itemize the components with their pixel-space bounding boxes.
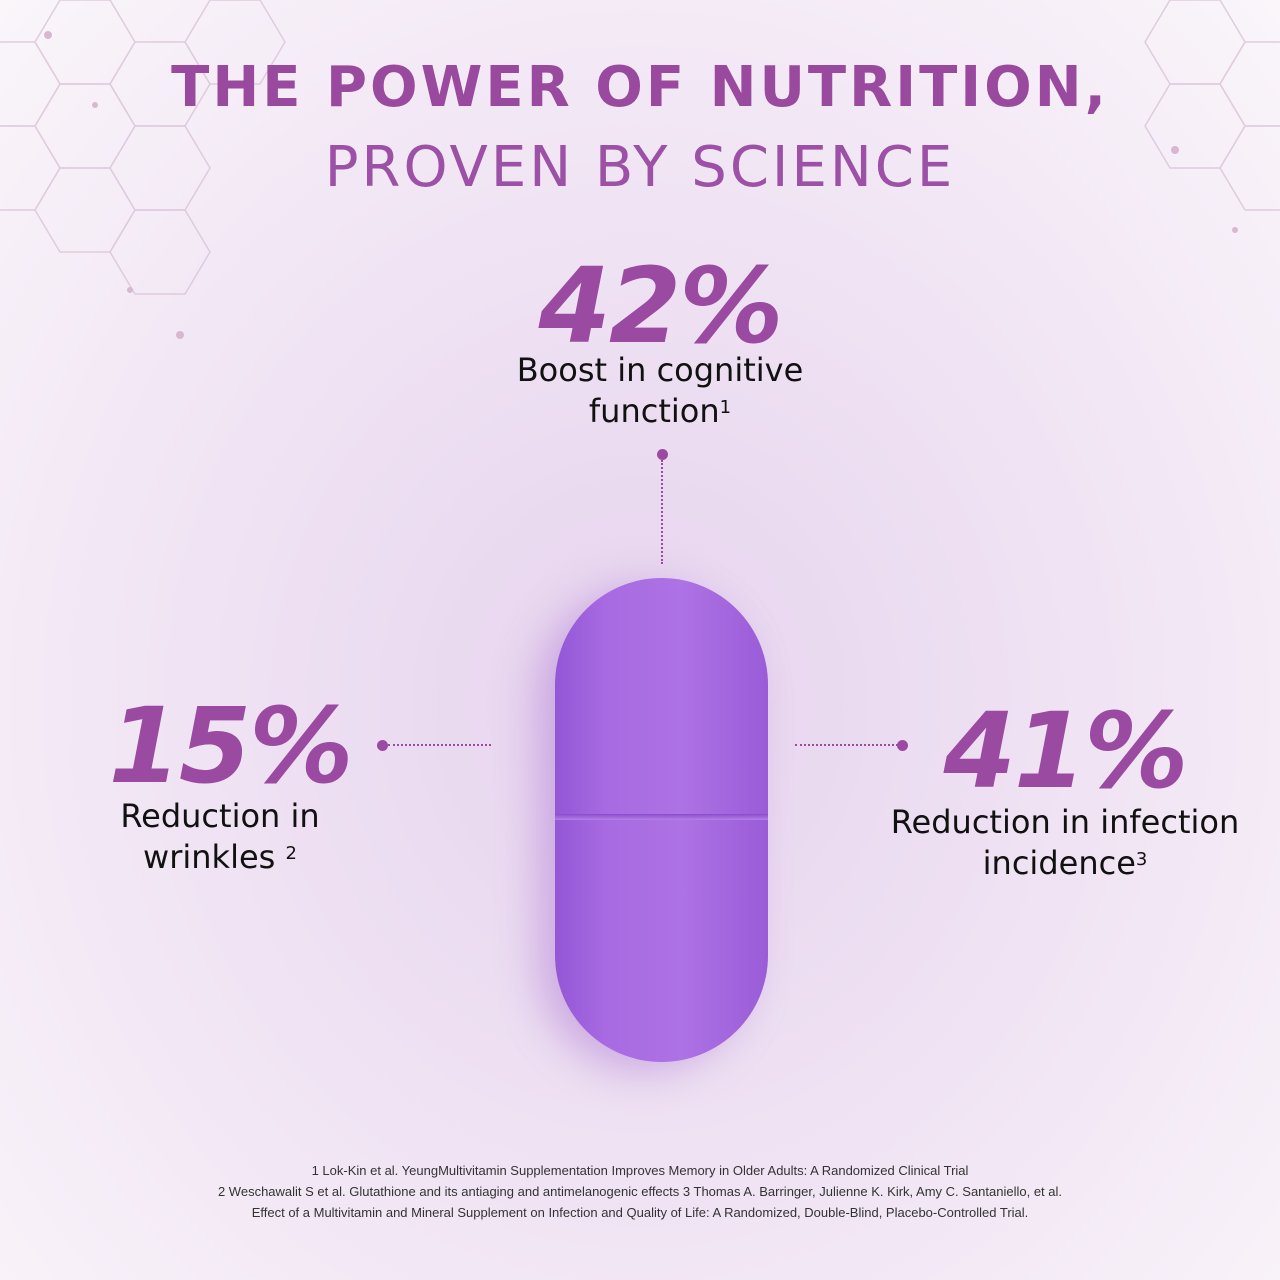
footnote-3: Effect of a Multivitamin and Mineral Sup… [251,1205,1029,1220]
stat-value-infection: 41% [943,690,1189,812]
headline-line2: PROVEN BY SCIENCE [324,135,956,200]
pill-score-line [555,814,768,820]
caption-line: Reduction in [120,797,320,835]
headline-line1: THE POWER OF NUTRITION, [171,55,1109,120]
footnote-1: 1 Lok-Kin et al. YeungMultivitamin Suppl… [311,1163,969,1178]
footnote-ref: 1 [719,397,732,418]
connector-line [795,744,898,746]
connector-dot [897,740,908,751]
stat-value-wrinkles: 15% [108,685,354,807]
stat-value-cognitive: 42% [538,245,784,367]
stat-caption-wrinkles: Reduction in wrinkles 2 [80,796,360,878]
footnote-ref: 3 [1135,849,1148,870]
caption-line: function [588,392,720,430]
footnotes: 1 Lok-Kin et al. YeungMultivitamin Suppl… [0,1160,1280,1223]
connector-line [661,460,663,564]
hexagon-molecule-pattern [0,0,1280,339]
caption-line: Boost in cognitive [516,351,804,389]
caption-line: incidence [982,844,1136,882]
stat-caption-cognitive: Boost in cognitive function1 [440,350,880,432]
footnote-ref: 2 [285,843,297,864]
caption-line: Reduction in infection [890,803,1240,841]
connector-dot [657,449,668,460]
pill-image [555,578,768,1062]
connector-dot [377,740,388,751]
stat-caption-infection: Reduction in infection incidence3 [860,802,1270,884]
footnote-2: 2 Weschawalit S et al. Glutathione and i… [217,1184,1063,1199]
caption-line: wrinkles [143,838,276,876]
connector-line [388,744,491,746]
